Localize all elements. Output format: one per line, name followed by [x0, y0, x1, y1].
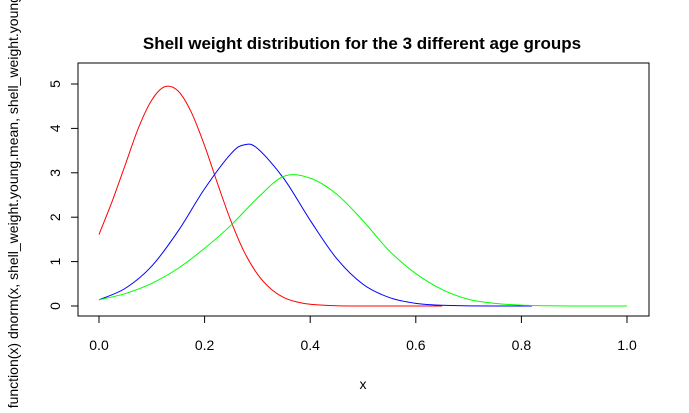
x-tick-label: 0.2	[195, 337, 215, 353]
y-tick-label: 5	[47, 80, 63, 88]
x-tick-label: 0.4	[300, 337, 320, 353]
chart-title: Shell weight distribution for the 3 diff…	[143, 34, 581, 53]
series-line-3	[98, 174, 628, 307]
y-tick-label: 1	[47, 257, 63, 265]
x-tick-label: 1.0	[617, 337, 637, 353]
x-tick-label: 0.6	[406, 337, 426, 353]
x-axis-label: x	[360, 376, 367, 392]
y-tick-label: 3	[47, 169, 63, 177]
y-axis-label: function(x) dnorm(x, shell_weight.young.…	[5, 0, 21, 408]
y-axis: 0 1 2 3 4 5	[47, 80, 79, 310]
x-tick-label: 0.8	[512, 337, 532, 353]
y-tick-label: 2	[47, 213, 63, 221]
x-tick-label: 0.0	[89, 337, 109, 353]
series-line-1	[98, 85, 443, 307]
plot-frame	[77, 62, 650, 317]
series-group	[98, 85, 628, 307]
series-line-2	[98, 143, 532, 307]
x-axis: 0.0 0.2 0.4 0.6 0.8 1.0	[89, 315, 637, 353]
y-tick-label: 4	[47, 124, 63, 132]
y-tick-label: 0	[47, 302, 63, 310]
